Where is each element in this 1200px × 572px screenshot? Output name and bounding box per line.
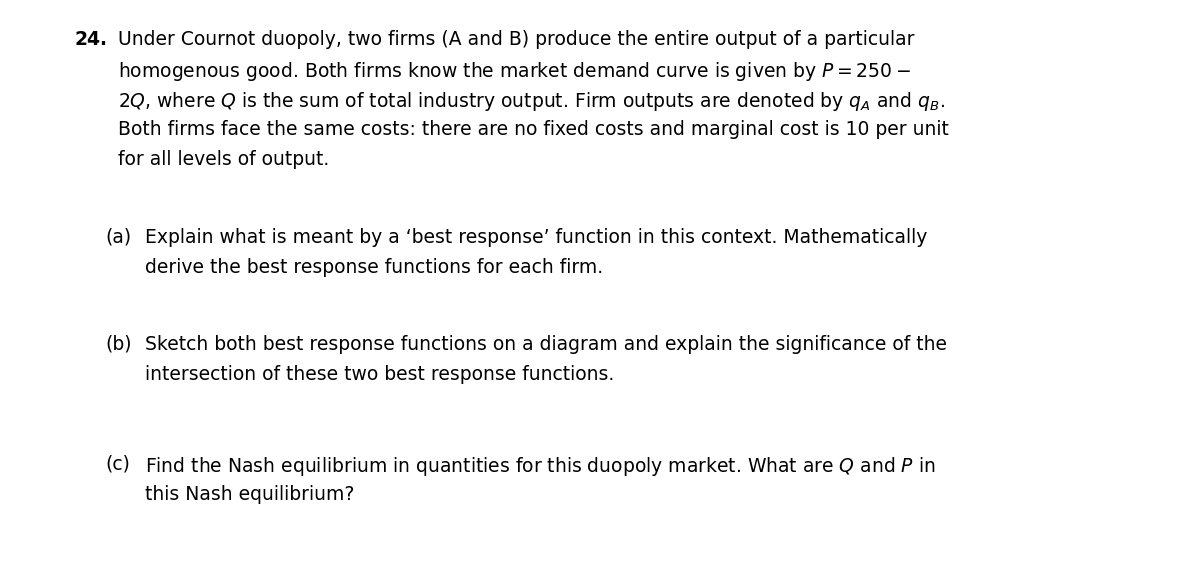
Text: Sketch both best response functions on a diagram and explain the significance of: Sketch both best response functions on a… [145,335,947,354]
Text: homogenous good. Both firms know the market demand curve is given by $P = 250-$: homogenous good. Both firms know the mar… [118,60,911,83]
Text: Under Cournot duopoly, two firms (A and B) produce the entire output of a partic: Under Cournot duopoly, two firms (A and … [118,30,914,49]
Text: 24.: 24. [74,30,108,49]
Text: (b): (b) [106,335,132,354]
Text: for all levels of output.: for all levels of output. [118,150,329,169]
Text: Find the Nash equilibrium in quantities for this duopoly market. What are $Q$ an: Find the Nash equilibrium in quantities … [145,455,936,478]
Text: (c): (c) [106,455,130,474]
Text: derive the best response functions for each firm.: derive the best response functions for e… [145,258,604,277]
Text: Both firms face the same costs: there are no fixed costs and marginal cost is 10: Both firms face the same costs: there ar… [118,120,949,139]
Text: Explain what is meant by a ‘best response’ function in this context. Mathematica: Explain what is meant by a ‘best respons… [145,228,928,247]
Text: intersection of these two best response functions.: intersection of these two best response … [145,365,614,384]
Text: $2Q$, where $Q$ is the sum of total industry output. Firm outputs are denoted by: $2Q$, where $Q$ is the sum of total indu… [118,90,944,113]
Text: this Nash equilibrium?: this Nash equilibrium? [145,485,354,504]
Text: (a): (a) [106,228,131,247]
